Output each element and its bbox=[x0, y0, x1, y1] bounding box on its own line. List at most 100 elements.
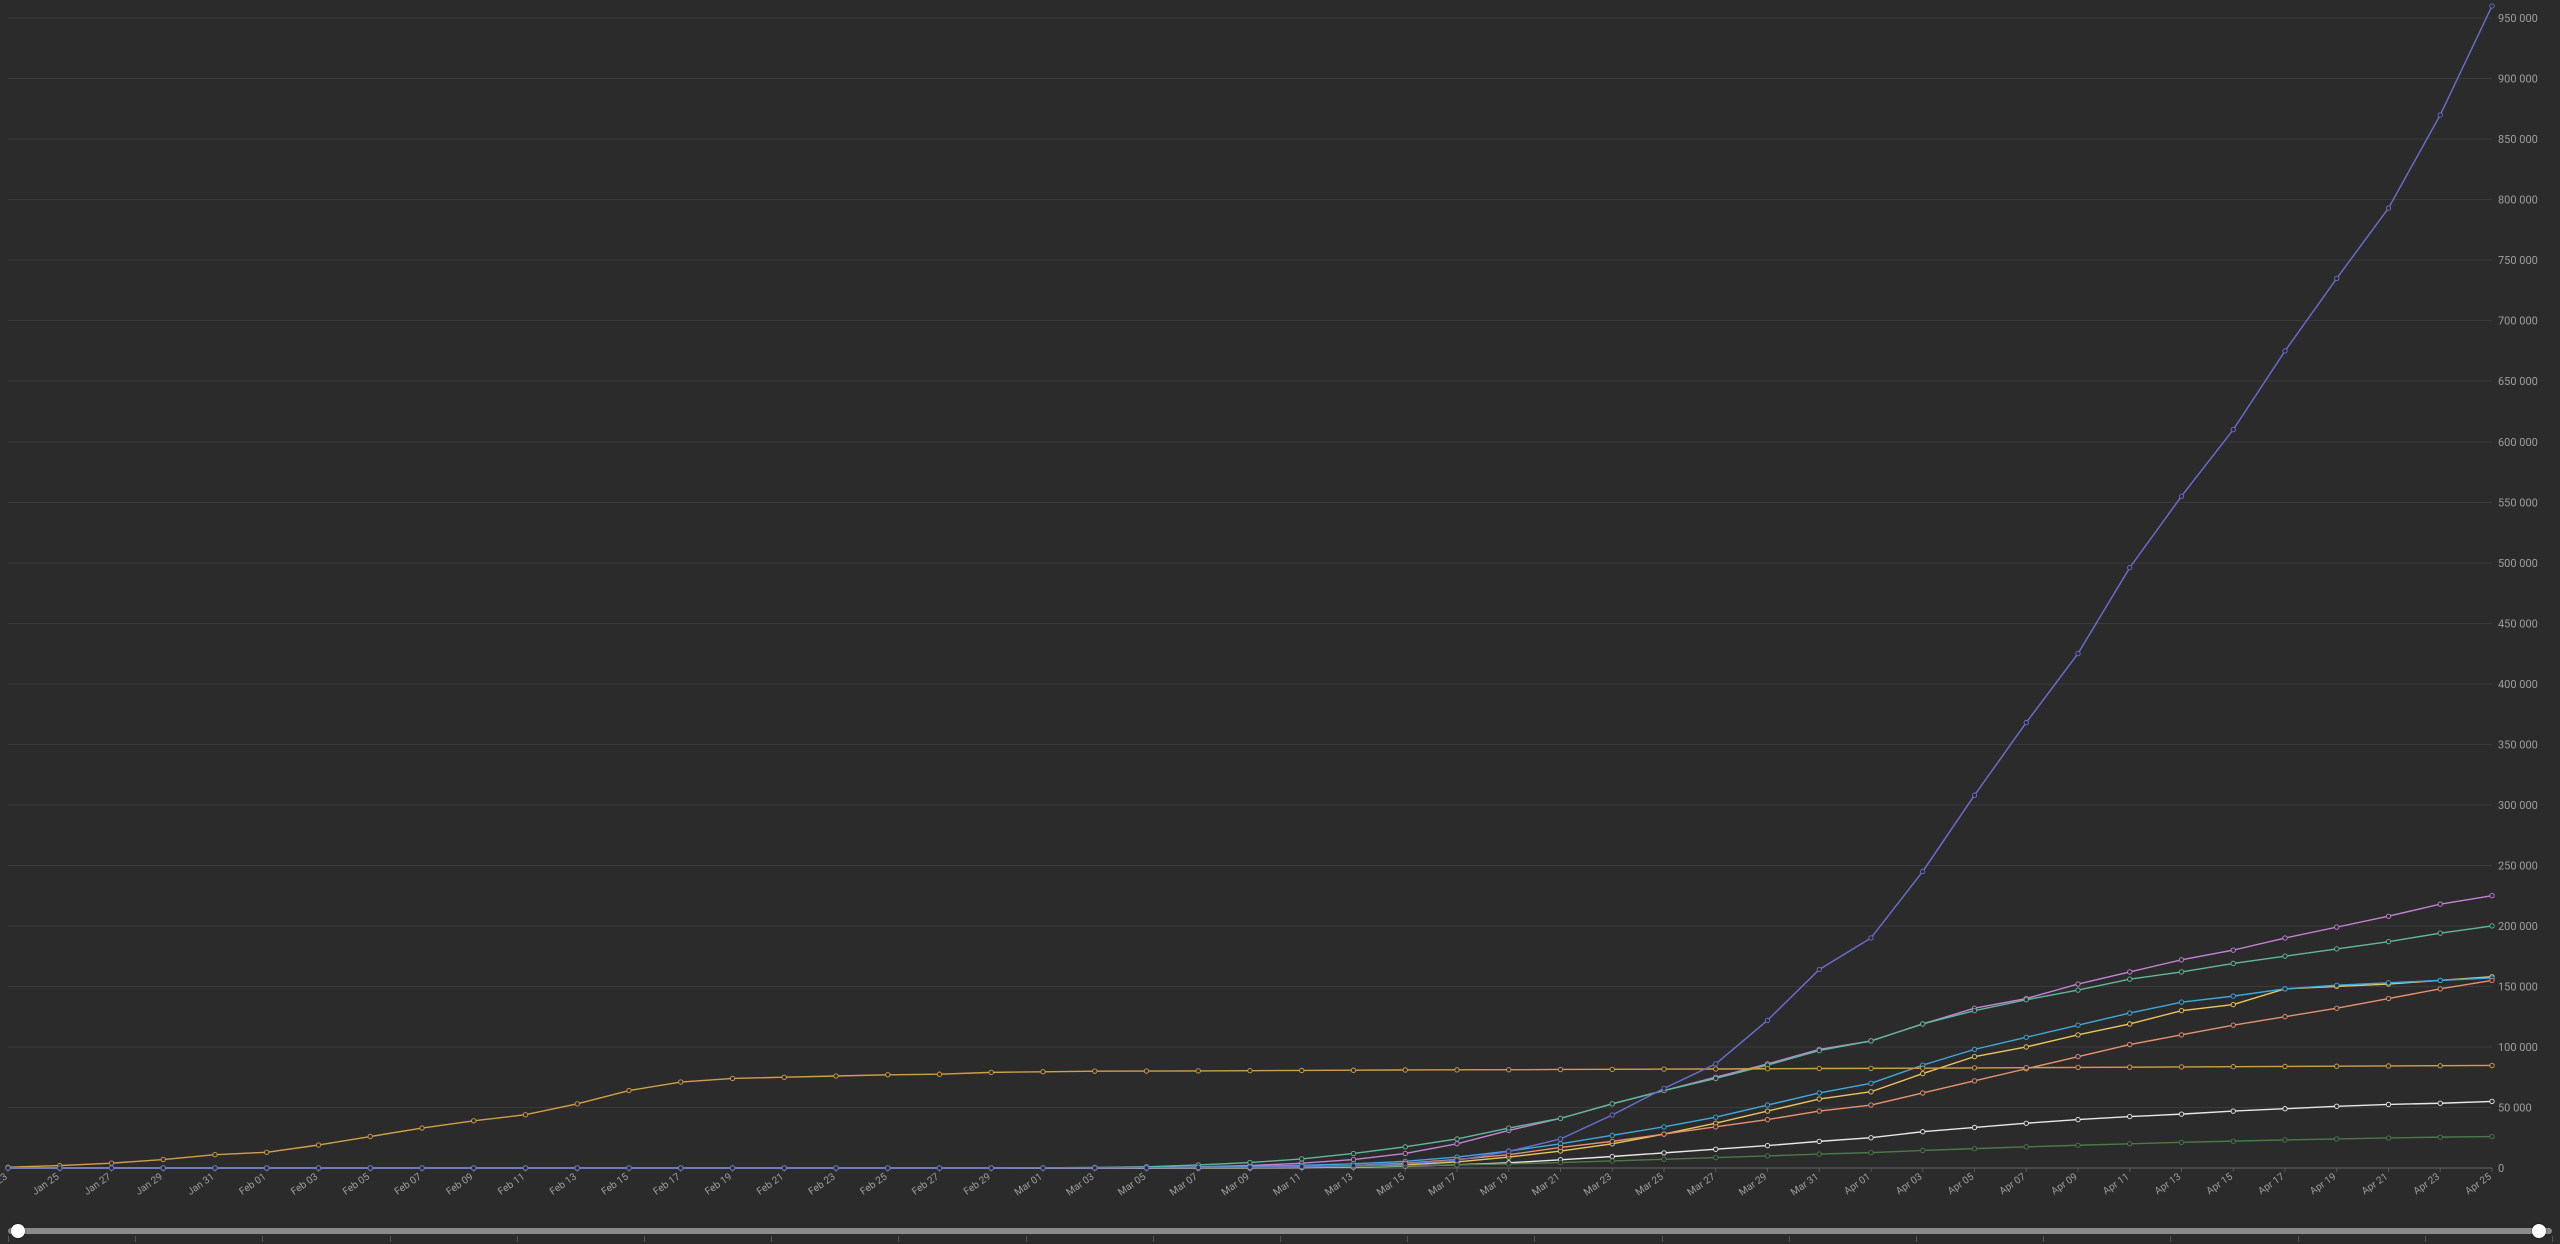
series-green-low-point[interactable] bbox=[1714, 1155, 1718, 1159]
series-orange-early-point[interactable] bbox=[2335, 1064, 2339, 1068]
series-coral-point[interactable] bbox=[1610, 1139, 1614, 1143]
series-blue-exponential-point[interactable] bbox=[1765, 1018, 1769, 1022]
series-white-point[interactable] bbox=[1972, 1125, 1976, 1129]
series-magenta-point[interactable] bbox=[1403, 1151, 1407, 1155]
series-coral-point[interactable] bbox=[1662, 1132, 1666, 1136]
series-coral-point[interactable] bbox=[2179, 1033, 2183, 1037]
series-green-low-point[interactable] bbox=[2024, 1145, 2028, 1149]
series-orange-early-point[interactable] bbox=[1507, 1068, 1511, 1072]
series-cyan-point[interactable] bbox=[1817, 1091, 1821, 1095]
series-magenta-point[interactable] bbox=[2076, 982, 2080, 986]
range-slider[interactable] bbox=[8, 1228, 2552, 1234]
series-blue-exponential-point[interactable] bbox=[265, 1166, 269, 1170]
series-magenta-point[interactable] bbox=[1455, 1142, 1459, 1146]
series-white-point[interactable] bbox=[1765, 1143, 1769, 1147]
series-cyan-point[interactable] bbox=[2024, 1035, 2028, 1039]
series-magenta-point[interactable] bbox=[2179, 958, 2183, 962]
series-blue-exponential-point[interactable] bbox=[1610, 1113, 1614, 1117]
series-blue-exponential-point[interactable] bbox=[1817, 967, 1821, 971]
series-blue-exponential-point[interactable] bbox=[1196, 1165, 1200, 1169]
series-coral-point[interactable] bbox=[1972, 1079, 1976, 1083]
series-blue-exponential-point[interactable] bbox=[6, 1166, 10, 1170]
series-white-point[interactable] bbox=[2438, 1101, 2442, 1105]
series-teal-point[interactable] bbox=[1455, 1137, 1459, 1141]
series-blue-exponential-point[interactable] bbox=[1455, 1158, 1459, 1162]
series-white-point[interactable] bbox=[2386, 1102, 2390, 1106]
series-blue-exponential-point[interactable] bbox=[1921, 869, 1925, 873]
series-coral-point[interactable] bbox=[1765, 1117, 1769, 1121]
series-green-low-point[interactable] bbox=[2231, 1139, 2235, 1143]
series-orange-early-point[interactable] bbox=[1351, 1068, 1355, 1072]
series-blue-exponential-point[interactable] bbox=[2283, 349, 2287, 353]
series-coral-point[interactable] bbox=[2490, 978, 2494, 982]
series-green-low-point[interactable] bbox=[1921, 1148, 1925, 1152]
series-green-low-point[interactable] bbox=[1869, 1150, 1873, 1154]
series-green-low-point[interactable] bbox=[2490, 1134, 2494, 1138]
series-orange-early-point[interactable] bbox=[886, 1073, 890, 1077]
series-orange-early-point[interactable] bbox=[1921, 1066, 1925, 1070]
series-blue-exponential-point[interactable] bbox=[679, 1166, 683, 1170]
series-green-low-point[interactable] bbox=[2335, 1137, 2339, 1141]
series-white-point[interactable] bbox=[1869, 1136, 1873, 1140]
series-magenta-point[interactable] bbox=[2438, 902, 2442, 906]
series-yellow-point[interactable] bbox=[2024, 1045, 2028, 1049]
series-yellow-point[interactable] bbox=[1765, 1109, 1769, 1113]
series-coral-point[interactable] bbox=[1817, 1109, 1821, 1113]
series-coral-point[interactable] bbox=[2386, 996, 2390, 1000]
series-teal-point[interactable] bbox=[1351, 1151, 1355, 1155]
series-white-point[interactable] bbox=[1921, 1129, 1925, 1133]
series-teal-point[interactable] bbox=[1300, 1157, 1304, 1161]
series-cyan-point[interactable] bbox=[2438, 978, 2442, 982]
series-teal-point[interactable] bbox=[1610, 1102, 1614, 1106]
series-cyan-point[interactable] bbox=[1972, 1047, 1976, 1051]
series-green-low-point[interactable] bbox=[1765, 1154, 1769, 1158]
series-teal-point[interactable] bbox=[2283, 954, 2287, 958]
series-orange-early-point[interactable] bbox=[834, 1074, 838, 1078]
line-chart[interactable]: 050 000100 000150 000200 000250 000300 0… bbox=[0, 0, 2560, 1244]
series-green-low-point[interactable] bbox=[2128, 1142, 2132, 1146]
series-cyan-point[interactable] bbox=[1869, 1081, 1873, 1085]
series-coral-point[interactable] bbox=[2438, 987, 2442, 991]
series-blue-exponential-point[interactable] bbox=[420, 1166, 424, 1170]
series-green-low-point[interactable] bbox=[2076, 1143, 2080, 1147]
series-blue-exponential-point[interactable] bbox=[1144, 1166, 1148, 1170]
series-teal-point[interactable] bbox=[2335, 947, 2339, 951]
series-orange-early-point[interactable] bbox=[1869, 1066, 1873, 1070]
series-green-low-point[interactable] bbox=[2179, 1140, 2183, 1144]
series-orange-early-point[interactable] bbox=[782, 1075, 786, 1079]
series-white-point[interactable] bbox=[2490, 1099, 2494, 1103]
series-teal-point[interactable] bbox=[2128, 977, 2132, 981]
series-orange-early-point[interactable] bbox=[420, 1126, 424, 1130]
series-blue-exponential-point[interactable] bbox=[575, 1166, 579, 1170]
series-blue-exponential-point[interactable] bbox=[2490, 4, 2494, 8]
series-cyan-point[interactable] bbox=[2179, 1000, 2183, 1004]
series-blue-exponential-point[interactable] bbox=[1041, 1166, 1045, 1170]
series-blue-exponential-point[interactable] bbox=[730, 1166, 734, 1170]
series-orange-early-point[interactable] bbox=[1041, 1070, 1045, 1074]
series-yellow-point[interactable] bbox=[2231, 1002, 2235, 1006]
series-orange-early-point[interactable] bbox=[1714, 1067, 1718, 1071]
series-magenta-point[interactable] bbox=[2335, 925, 2339, 929]
series-blue-exponential-point[interactable] bbox=[523, 1166, 527, 1170]
series-cyan-point[interactable] bbox=[2231, 994, 2235, 998]
series-blue-exponential-point[interactable] bbox=[2438, 113, 2442, 117]
series-green-low-point[interactable] bbox=[1662, 1157, 1666, 1161]
series-white-point[interactable] bbox=[2128, 1114, 2132, 1118]
series-teal-point[interactable] bbox=[1921, 1022, 1925, 1026]
series-orange-early-point[interactable] bbox=[1817, 1066, 1821, 1070]
series-orange-early-point[interactable] bbox=[1765, 1067, 1769, 1071]
series-teal-point[interactable] bbox=[2076, 988, 2080, 992]
series-blue-exponential-point[interactable] bbox=[2335, 276, 2339, 280]
series-cyan-point[interactable] bbox=[2386, 981, 2390, 985]
series-yellow-point[interactable] bbox=[1817, 1097, 1821, 1101]
series-blue-exponential-point[interactable] bbox=[1351, 1163, 1355, 1167]
series-green-low-point[interactable] bbox=[2386, 1136, 2390, 1140]
series-magenta-point[interactable] bbox=[2490, 893, 2494, 897]
series-yellow-point[interactable] bbox=[1921, 1071, 1925, 1075]
series-yellow-point[interactable] bbox=[1869, 1090, 1873, 1094]
series-green-low-point[interactable] bbox=[1558, 1160, 1562, 1164]
series-orange-early-point[interactable] bbox=[627, 1088, 631, 1092]
series-teal-point[interactable] bbox=[2490, 924, 2494, 928]
series-orange-early-point[interactable] bbox=[937, 1072, 941, 1076]
series-blue-exponential-point[interactable] bbox=[627, 1166, 631, 1170]
